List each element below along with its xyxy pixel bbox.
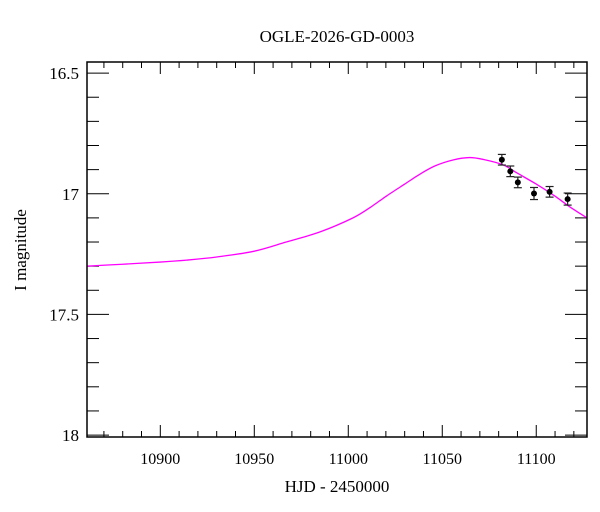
data-marker	[498, 156, 505, 163]
y-tick-label: 18	[62, 426, 79, 445]
data-point	[497, 153, 506, 166]
x-tick-label: 11000	[329, 451, 368, 468]
plot-frame	[86, 61, 588, 438]
x-axis-label: HJD - 2450000	[285, 477, 390, 496]
x-tick-label: 10900	[140, 451, 180, 468]
data-marker	[530, 190, 537, 197]
data-marker	[514, 179, 521, 186]
chart-title: OGLE-2026-GD-0003	[260, 27, 415, 46]
model-curve	[87, 156, 587, 267]
data-point	[529, 186, 538, 201]
data-point	[506, 165, 515, 178]
y-tick-label: 17.5	[49, 305, 79, 324]
x-tick-label: 11100	[517, 451, 556, 468]
data-point	[513, 176, 522, 189]
data-marker	[507, 168, 514, 175]
x-tick-label: 10950	[234, 451, 274, 468]
y-axis-label: I magnitude	[11, 209, 30, 291]
data-point	[545, 185, 554, 198]
tick-labels: 10900 10950 11000 11050 11100 16.5 17 17.5 18	[49, 64, 555, 468]
x-tick-label: 11050	[423, 451, 462, 468]
axis-ticks	[87, 62, 587, 437]
data-marker	[546, 188, 553, 195]
data-point	[563, 192, 572, 206]
y-tick-label: 17	[62, 185, 80, 204]
y-tick-label: 16.5	[49, 64, 79, 83]
data-marker	[564, 196, 571, 203]
